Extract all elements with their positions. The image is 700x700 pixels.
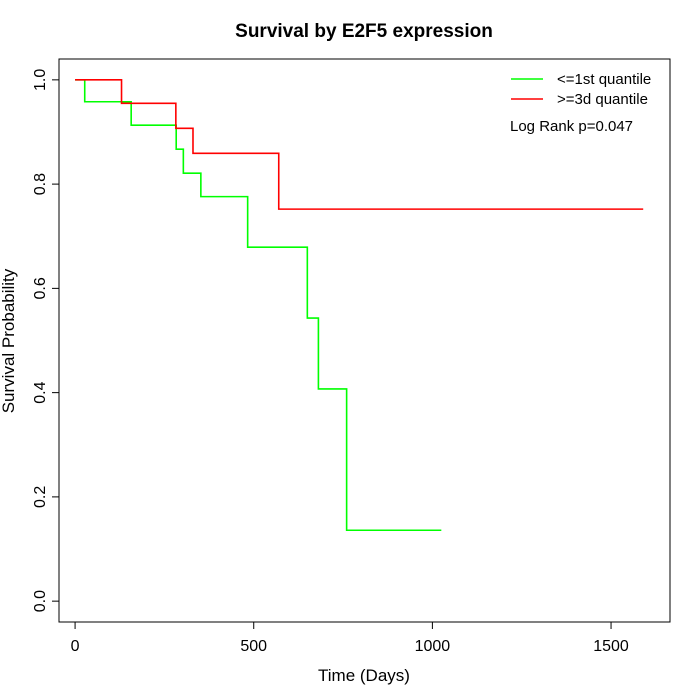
x-tick-label: 1500	[593, 638, 629, 655]
series-line-0	[75, 79, 442, 532]
series-line-1	[75, 79, 644, 210]
x-tick-label: 500	[240, 638, 267, 655]
y-tick-label: 1.0	[32, 69, 49, 91]
y-axis: 0.0 0.2 0.4 0.6 0.8 1.0	[32, 69, 60, 612]
series-layer	[75, 79, 644, 532]
legend-label-1: >=3d quantile	[557, 91, 648, 108]
x-tick-label: 1000	[415, 638, 451, 655]
y-tick-label: 0.4	[32, 381, 49, 403]
chart-title: Survival by E2F5 expression	[235, 21, 493, 42]
legend: <=1st quantile >=3d quantile	[511, 71, 651, 108]
legend-label-0: <=1st quantile	[557, 71, 651, 88]
y-axis-label: Survival Probability	[0, 268, 18, 413]
x-tick-label: 0	[71, 638, 80, 655]
y-tick-label: 0.2	[32, 486, 49, 508]
x-axis: 0 500 1000 1500	[71, 621, 629, 655]
y-tick-label: 0.6	[32, 277, 49, 299]
y-tick-label: 0.0	[32, 590, 49, 612]
x-axis-label: Time (Days)	[318, 666, 410, 685]
log-rank-annotation: Log Rank p=0.047	[510, 118, 633, 135]
y-tick-label: 0.8	[32, 173, 49, 195]
